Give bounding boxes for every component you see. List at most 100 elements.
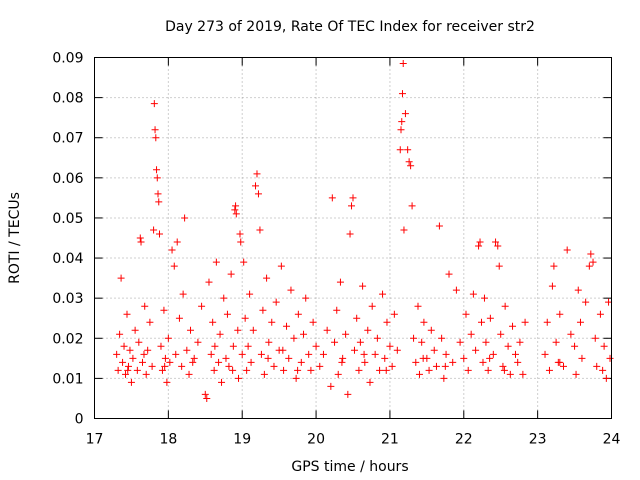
data-point [117,274,125,282]
data-point [241,314,249,322]
data-point [155,198,163,206]
data-point [350,346,358,354]
data-point [386,342,394,350]
data-point [294,310,302,318]
y-tick-label: 0.06 [52,171,83,187]
data-point [166,358,174,366]
data-point [393,346,401,354]
data-point [137,238,145,246]
data-point [300,330,308,338]
data-point [509,322,517,330]
data-point [467,330,475,338]
data-point [456,338,464,346]
grid-lines [94,57,612,419]
data-point [521,318,529,326]
data-point [319,350,327,358]
data-point [397,126,405,134]
data-point [123,310,131,318]
data-point [201,390,209,398]
data-point [399,60,407,68]
data-point [585,262,593,270]
data-point [264,354,272,362]
data-point [550,262,558,270]
data-point [396,146,404,154]
data-point [229,342,237,350]
data-point [435,222,443,230]
data-point [366,378,374,386]
data-point [216,330,224,338]
data-point [596,310,604,318]
data-point [139,358,147,366]
data-point [178,362,186,370]
data-point [150,226,158,234]
data-point [484,366,492,374]
data-point [425,366,433,374]
data-point [589,258,597,266]
data-point [116,330,124,338]
y-tick-label: 0.09 [52,51,83,67]
data-point [499,362,507,370]
data-point [328,194,336,202]
data-point [292,374,300,382]
data-point [231,206,239,214]
data-point [440,374,448,382]
data-point [124,362,132,370]
data-point [246,290,254,298]
data-point [168,246,176,254]
data-point [135,338,143,346]
data-point [243,366,251,374]
data-point [189,358,197,366]
data-point [153,166,161,174]
data-point [506,370,514,378]
data-point [270,362,278,370]
data-point [462,310,470,318]
data-point [229,366,237,374]
data-point [297,358,305,366]
data-point [119,358,127,366]
data-point [153,174,161,182]
data-point [249,326,257,334]
data-point [163,378,171,386]
data-point [280,366,288,374]
data-point [472,346,480,354]
data-point [244,342,252,350]
data-point [211,342,219,350]
x-tick-label: 24 [603,432,621,448]
data-point [140,350,148,358]
x-tick-label: 17 [86,432,104,448]
data-point [183,346,191,354]
data-point [582,298,590,306]
data-point [556,310,564,318]
data-point [114,366,122,374]
data-point [364,326,372,334]
data-point [263,274,271,282]
data-point [359,282,367,290]
data-point [432,362,440,370]
data-point [376,366,384,374]
data-point [157,342,165,350]
data-points [113,60,614,402]
data-point [133,366,141,374]
x-tick-label: 23 [529,432,547,448]
data-point [600,342,608,350]
x-tick-label: 21 [381,432,399,448]
data-point [327,382,335,390]
data-point [382,366,390,374]
data-point [371,350,379,358]
data-point [486,354,494,362]
data-point [279,346,287,354]
y-tick-label: 0.07 [52,131,83,147]
data-point [552,338,560,346]
data-point [254,190,262,198]
data-point [290,334,298,342]
data-point [445,270,453,278]
data-point [148,362,156,370]
data-point [334,370,342,378]
data-point [257,350,265,358]
data-point [312,342,320,350]
data-point [141,302,149,310]
data-point [253,170,261,178]
data-point [605,298,613,306]
data-point [342,330,350,338]
data-point [194,338,202,346]
